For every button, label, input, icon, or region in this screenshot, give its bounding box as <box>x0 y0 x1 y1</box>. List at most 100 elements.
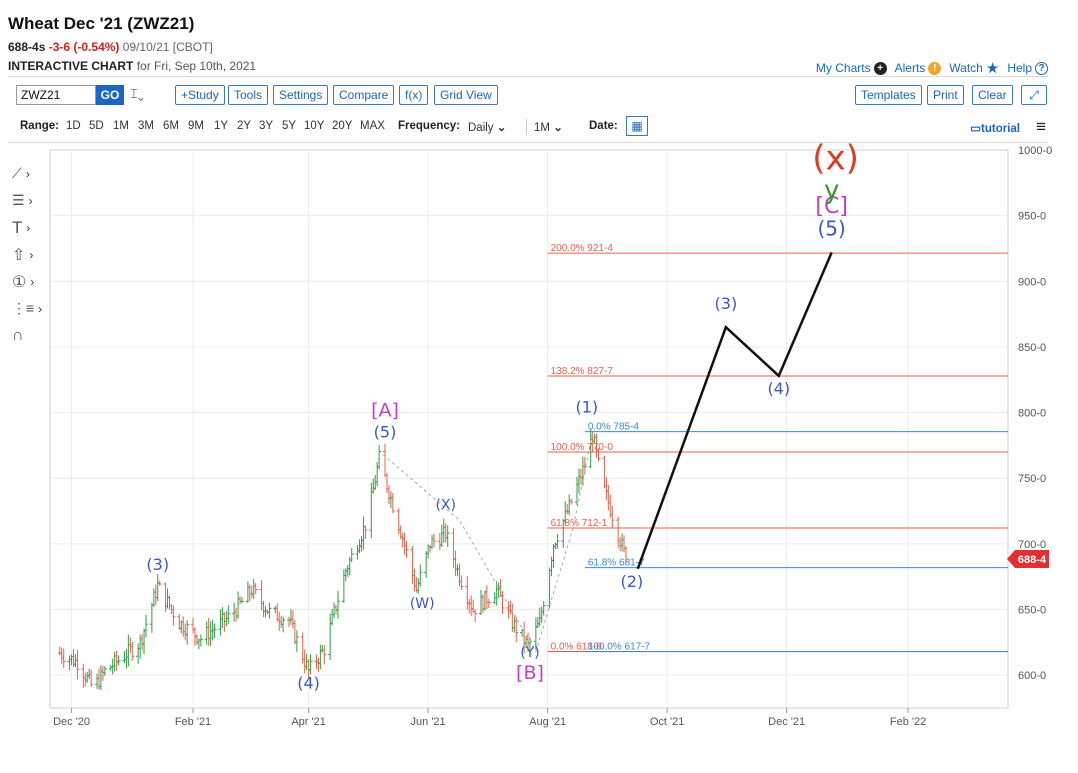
templates-button[interactable]: Templates <box>855 85 922 105</box>
magnet-tool[interactable]: ∩ <box>12 322 46 349</box>
tools-button[interactable]: Tools <box>228 85 269 105</box>
magnet-icon: ∩ <box>12 326 24 344</box>
clear-button[interactable]: Clear <box>972 85 1013 105</box>
range-9m[interactable]: 9M <box>188 120 204 132</box>
chevron-right-icon: › <box>29 247 34 262</box>
pattern-tool[interactable]: ⋮≡ › <box>12 295 46 322</box>
toolbar: ZWZ21 GO ⌶⌄ +Study Tools Settings Compar… <box>16 85 1048 107</box>
wave-label: (4) <box>297 673 320 692</box>
wave-label: (5) <box>818 216 846 240</box>
y-tick-label: 900-0 <box>1018 276 1046 288</box>
y-tick-label: 950-0 <box>1018 211 1046 223</box>
text-tool[interactable]: T › <box>12 214 46 241</box>
my-charts-link[interactable]: My Charts + <box>816 61 887 75</box>
interval-select[interactable]: 1M ⌄ <box>534 120 563 134</box>
range-2y[interactable]: 2Y <box>237 120 252 132</box>
pattern-icon: ⋮≡ <box>12 300 35 316</box>
watch-link[interactable]: Watch ★ <box>949 59 999 77</box>
chevron-down-icon: ⌄ <box>553 122 563 134</box>
menu-icon[interactable]: ≡ <box>1036 117 1046 136</box>
top-links: My Charts + Alerts! Watch ★ Help? <box>816 59 1048 77</box>
range-divider <box>8 142 1048 143</box>
header-divider <box>8 76 1048 77</box>
wave-label: (5) <box>374 423 397 442</box>
range-6m[interactable]: 6M <box>163 120 179 132</box>
range-1m[interactable]: 1M <box>113 120 129 132</box>
settings-button[interactable]: Settings <box>273 85 329 105</box>
wave-label: (W) <box>410 596 435 612</box>
quote-line: 688-4s -3-6 (-0.54%) 09/10/21 [CBOT] <box>8 40 213 54</box>
price-change: -3-6 (-0.54%) <box>48 40 120 54</box>
projection-line <box>636 251 833 570</box>
corrective-line <box>535 432 594 652</box>
frequency-select[interactable]: Daily ⌄ <box>468 120 506 134</box>
trendline-icon: ⟋ <box>12 165 22 181</box>
range-10y[interactable]: 10Y <box>304 120 325 132</box>
interactive-label: INTERACTIVE CHART <box>8 59 134 73</box>
grid-view-button[interactable]: Grid View <box>434 85 498 105</box>
quote-date: 09/10/21 [CBOT] <box>122 40 213 54</box>
film-icon: ▭ <box>970 123 982 135</box>
compare-button[interactable]: Compare <box>333 85 395 105</box>
wave-label: [A] <box>371 400 399 422</box>
wave-label: (3) <box>146 555 169 574</box>
print-button[interactable]: Print <box>927 85 964 105</box>
wave-label: (Y) <box>520 645 539 661</box>
y-tick-label: 1000-0 <box>1018 145 1052 157</box>
alerts-link[interactable]: Alerts! <box>895 61 942 75</box>
fib-tool[interactable]: ☰ › <box>12 187 46 214</box>
range-1y[interactable]: 1Y <box>214 120 229 132</box>
corrective-line <box>382 454 537 652</box>
range-5d[interactable]: 5D <box>89 120 104 132</box>
chevron-right-icon: › <box>30 274 35 289</box>
y-tick-label: 650-0 <box>1018 605 1046 617</box>
count-tool[interactable]: ① › <box>12 268 46 295</box>
study-button[interactable]: +Study <box>175 85 225 105</box>
range-3y[interactable]: 3Y <box>259 120 274 132</box>
interactive-chart-line: INTERACTIVE CHART for Fri, Sep 10th, 202… <box>8 59 256 73</box>
trendline-tool[interactable]: ⟋ › <box>12 160 46 187</box>
fx-button[interactable]: f(x) <box>399 85 429 105</box>
x-tick-label: Apr '21 <box>291 716 326 728</box>
calendar-icon[interactable]: ▦ <box>626 116 648 136</box>
chevron-right-icon: › <box>26 220 31 235</box>
range-20y[interactable]: 20Y <box>332 120 353 132</box>
expand-icon[interactable]: ⤢ <box>1021 85 1047 105</box>
wave-label: (x) <box>812 139 859 179</box>
chevron-right-icon: › <box>25 166 30 181</box>
last-price: 688-4s <box>8 40 46 54</box>
range-max[interactable]: MAX <box>360 120 385 132</box>
range-3m[interactable]: 3M <box>138 120 154 132</box>
arrow-tool[interactable]: ⇧ › <box>12 241 46 268</box>
help-label: Help <box>1007 61 1032 75</box>
chevron-right-icon: › <box>38 301 43 316</box>
symbol-input[interactable]: ZWZ21 <box>16 85 96 105</box>
wave-label: [C] <box>815 194 848 219</box>
arrow-up-icon: ⇧ <box>12 246 26 264</box>
drawing-tools: ⟋ › ☰ › T › ⇧ › ① › ⋮≡ › ∩ <box>12 160 46 349</box>
interval-value: 1M <box>534 122 550 134</box>
frequency-divider <box>526 119 527 135</box>
range-1d[interactable]: 1D <box>66 120 81 132</box>
bar-type-icon[interactable]: ⌶⌄ <box>130 86 144 101</box>
plus-icon: + <box>873 61 887 75</box>
tutorial-link[interactable]: ▭tutorial <box>970 121 1020 135</box>
x-tick-label: Dec '21 <box>768 716 805 728</box>
go-button[interactable]: GO <box>96 85 124 105</box>
alert-icon: ! <box>928 61 942 75</box>
star-icon: ★ <box>985 60 1000 77</box>
fib-level-label: 61.8% 712-1 <box>551 518 608 529</box>
range-5y[interactable]: 5Y <box>282 120 297 132</box>
wave-label: (X) <box>435 498 456 514</box>
chevron-down-icon: ⌄ <box>496 122 507 134</box>
fib-level-label: 138.2% 827-7 <box>551 366 614 377</box>
help-link[interactable]: Help? <box>1007 61 1048 75</box>
x-tick-label: Feb '22 <box>890 716 926 728</box>
x-tick-label: Jun '21 <box>411 716 446 728</box>
wave-label: (3) <box>715 294 738 313</box>
my-charts-label: My Charts <box>815 61 871 75</box>
fib-level-label: 61.8% 681-7 <box>588 558 645 569</box>
wave-label: [B] <box>516 662 544 684</box>
wave-label: (4) <box>767 379 790 398</box>
